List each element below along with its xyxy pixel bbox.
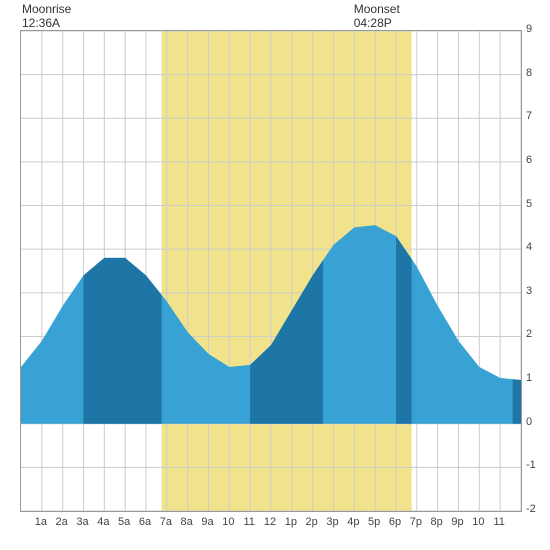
x-tick-label: 4a	[97, 516, 109, 528]
moonrise-title: Moonrise	[22, 2, 71, 16]
y-tick-label: 2	[526, 328, 532, 340]
y-tick-label: 9	[526, 23, 532, 35]
x-tick-label: 12	[264, 516, 276, 528]
x-tick-label: 9a	[201, 516, 213, 528]
y-tick-label: 1	[526, 372, 532, 384]
y-tick-label: 3	[526, 285, 532, 297]
plot-svg	[21, 31, 521, 511]
x-tick-label: 4p	[347, 516, 359, 528]
x-tick-label: 7p	[410, 516, 422, 528]
plot-area	[20, 30, 522, 512]
moonset-title: Moonset	[354, 2, 400, 16]
moonset-time: 04:28P	[354, 16, 392, 30]
y-tick-label: -2	[526, 503, 536, 515]
x-tick-label: 6a	[139, 516, 151, 528]
x-tick-label: 3a	[76, 516, 88, 528]
x-tick-label: 1a	[35, 516, 47, 528]
y-tick-label: 4	[526, 241, 532, 253]
moonset-label: Moonset 04:28P	[354, 2, 400, 30]
x-tick-label: 11	[493, 516, 504, 528]
y-tick-label: 6	[526, 154, 532, 166]
x-tick-label: 5p	[368, 516, 380, 528]
x-tick-label: 9p	[451, 516, 463, 528]
y-tick-label: 8	[526, 67, 532, 79]
x-tick-label: 11	[243, 516, 254, 528]
x-tick-label: 8a	[181, 516, 193, 528]
x-tick-label: 10	[222, 516, 234, 528]
x-tick-label: 8p	[431, 516, 443, 528]
moonrise-label: Moonrise 12:36A	[22, 2, 71, 30]
x-tick-label: 3p	[326, 516, 338, 528]
x-tick-label: 7a	[160, 516, 172, 528]
x-tick-label: 2p	[306, 516, 318, 528]
x-tick-label: 1p	[285, 516, 297, 528]
y-tick-label: -1	[526, 459, 536, 471]
x-tick-label: 5a	[118, 516, 130, 528]
x-tick-label: 2a	[56, 516, 68, 528]
tide-chart: Moonrise 12:36A Moonset 04:28P -2-101234…	[0, 0, 550, 550]
x-tick-label: 10	[472, 516, 484, 528]
x-tick-label: 6p	[389, 516, 401, 528]
y-tick-label: 0	[526, 416, 532, 428]
moonrise-time: 12:36A	[22, 16, 60, 30]
y-tick-label: 5	[526, 198, 532, 210]
y-tick-label: 7	[526, 110, 532, 122]
